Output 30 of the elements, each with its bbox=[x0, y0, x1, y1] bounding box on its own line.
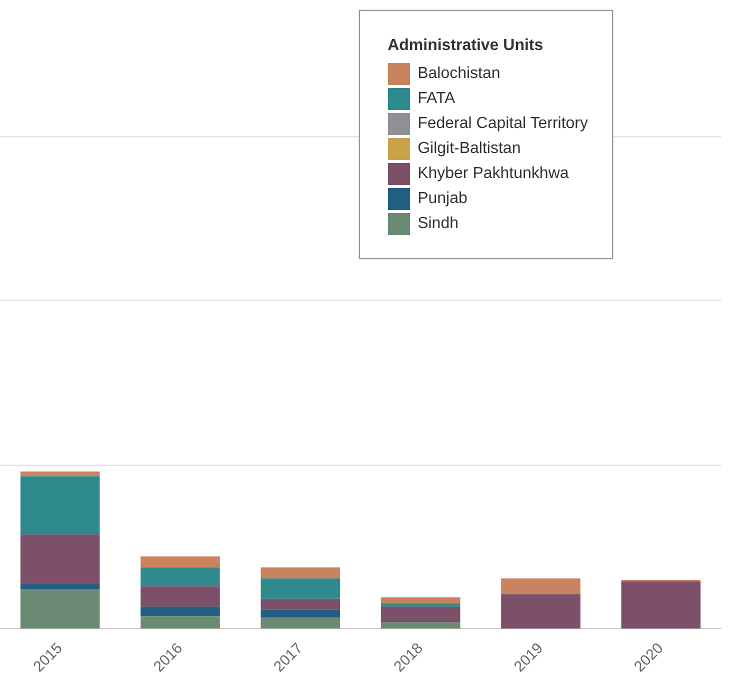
bar bbox=[20, 472, 100, 476]
legend-label: Federal Capital Territory bbox=[418, 114, 588, 132]
legend-label: Punjab bbox=[418, 190, 468, 208]
bar bbox=[621, 582, 701, 629]
bar bbox=[140, 616, 220, 629]
bar bbox=[380, 597, 460, 604]
bar bbox=[380, 604, 460, 607]
bar bbox=[20, 476, 100, 534]
bar bbox=[20, 534, 100, 584]
bar bbox=[140, 606, 220, 616]
bar bbox=[260, 610, 340, 618]
legend-title: Administrative Units bbox=[388, 37, 544, 55]
bar bbox=[260, 578, 340, 599]
legend-label: Sindh bbox=[418, 214, 458, 232]
bar bbox=[501, 578, 580, 594]
legend-label: Balochistan bbox=[418, 64, 500, 82]
legend-label: FATA bbox=[418, 90, 456, 108]
bar bbox=[140, 586, 220, 607]
legend-label: Gilgit-Baltistan bbox=[418, 140, 521, 158]
legend-label: Khyber Pakhtunkhwa bbox=[418, 164, 569, 182]
bar bbox=[20, 589, 100, 629]
bar bbox=[380, 606, 460, 622]
bar bbox=[140, 556, 220, 568]
bar bbox=[260, 567, 340, 578]
bar bbox=[380, 622, 460, 629]
bar bbox=[20, 583, 100, 590]
bar bbox=[140, 567, 220, 586]
bar bbox=[501, 594, 580, 629]
bar bbox=[260, 618, 340, 629]
bar bbox=[260, 598, 340, 610]
